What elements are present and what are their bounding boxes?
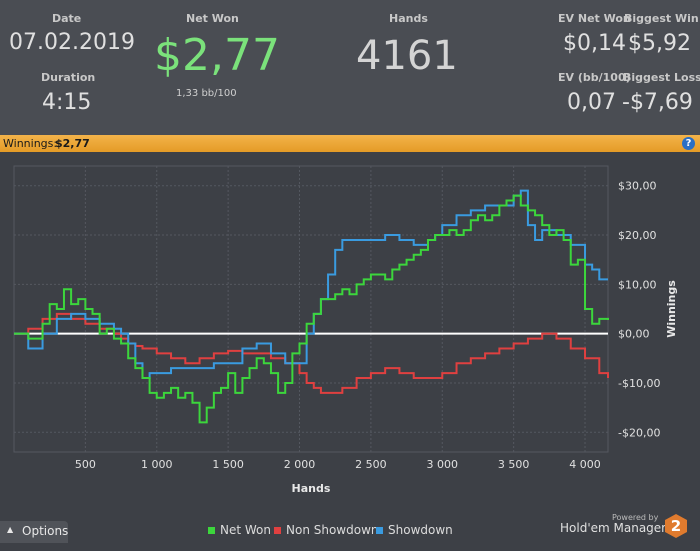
legend-net-won-label: Net Won [220,523,271,537]
net-won-label: Net Won [186,12,239,25]
ev-bb100-label: EV (bb/100) [558,71,631,84]
options-label: Options [22,524,69,538]
duration-value: 4:15 [42,90,92,115]
plot-border [13,165,609,453]
net-won-line [14,194,609,424]
y-tick-label: -$20,00 [618,426,660,439]
y-tick-label: -$10,00 [618,377,660,390]
hm2-logo-icon: 2 [665,514,687,538]
legend-showdown-label: Showdown [388,523,453,537]
biggest-win-value: $5,92 [628,31,691,56]
brand-name: Hold'em Manager [560,521,667,535]
y-tick-label: $0,00 [618,328,650,341]
x-tick-label: 4 000 [569,458,601,471]
x-tick-label: 2 500 [355,458,387,471]
date-value: 07.02.2019 [9,30,135,55]
legend-non-showdown-swatch [274,526,281,534]
y-tick-label: $10,00 [618,278,657,291]
banner-value: $2,77 [55,137,90,150]
x-tick-label: 3 500 [498,458,530,471]
hands-label: Hands [389,12,428,25]
legend-showdown-swatch [376,526,383,534]
date-label: Date [52,12,82,25]
biggest-loss-label: Biggest Loss [623,71,700,84]
chart-background [0,152,700,521]
biggest-loss-value: -$7,69 [622,90,693,115]
ev-bb100-value: 0,07 [567,90,616,115]
banner-label: Winnings: [3,137,58,150]
options-arrow-icon: ▲ [7,525,14,534]
help-icon[interactable]: ? [682,137,695,150]
y-axis-label: Winnings [665,280,678,338]
options-button[interactable]: ▲ Options [0,521,68,543]
net-won-bb100: 1,33 bb/100 [176,88,237,99]
x-tick-label: 2 000 [284,458,316,471]
winnings-banner: Winnings: $2,77 ? [0,135,700,152]
biggest-win-label: Biggest Win [624,12,699,25]
duration-label: Duration [41,71,96,84]
legend-showdown[interactable]: Showdown [376,523,453,537]
hands-value: 4161 [356,33,458,79]
x-tick-label: 1 500 [212,458,244,471]
stats-header [0,0,700,135]
x-tick-label: 1 000 [141,458,173,471]
ev-net-won-value: $0,14 [563,31,626,56]
legend-net-won-swatch [208,526,215,534]
x-axis-label: Hands [292,482,331,495]
net-won-value: $2,77 [154,30,280,81]
x-tick-label: 500 [75,458,96,471]
legend-net-won[interactable]: Net Won [208,523,271,537]
x-tick-label: 3 000 [427,458,459,471]
legend-non-showdown-label: Non Showdown [286,523,379,537]
y-tick-label: $20,00 [618,229,657,242]
legend-non-showdown[interactable]: Non Showdown [274,523,379,537]
powered-by-text: Powered by [612,513,659,522]
winnings-chart: 500 1 000 1 500 2 000 2 500 3 000 3 500 4 000 $… [0,152,700,521]
ev-net-won-label: EV Net Won [558,12,631,25]
y-tick-label: $30,00 [618,180,657,193]
